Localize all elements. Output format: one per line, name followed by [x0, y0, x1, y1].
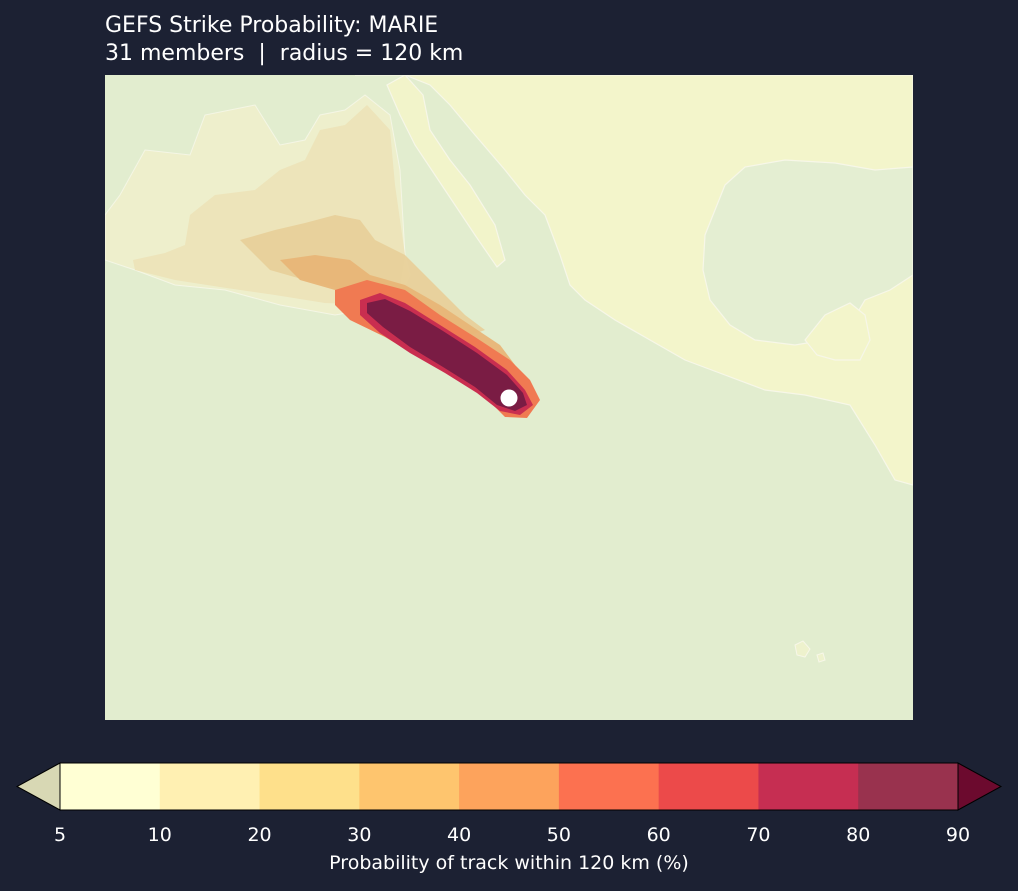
- colorbar-ticks: 5 10 20 30 40 50 60 70 80 90: [0, 824, 1018, 848]
- colorbar-tick-80: 80: [846, 824, 871, 846]
- colorbar-tick-5: 5: [53, 824, 67, 846]
- colorbar-frame: [59, 762, 959, 811]
- title-line-1: GEFS Strike Probability: MARIE: [105, 13, 439, 38]
- colorbar-tick-60: 60: [646, 824, 671, 846]
- colorbar-tick-20: 20: [247, 824, 272, 846]
- colorbar-tick-50: 50: [546, 824, 571, 846]
- colorbar-tick-70: 70: [746, 824, 771, 846]
- prob-contour-90: [367, 299, 527, 411]
- yucatan-peninsula: [804, 302, 871, 361]
- colorbar-bin-5: [60, 763, 161, 810]
- chart-title: GEFS Strike Probability: MARIE 31 member…: [105, 12, 463, 68]
- colorbar-bin-40: [459, 763, 560, 810]
- colorbar-bin-60: [658, 763, 759, 810]
- colorbar-bin-30: [359, 763, 460, 810]
- baja-california-land: [386, 75, 506, 268]
- colorbar-bin-20: [259, 763, 360, 810]
- colorbar-tick-30: 30: [347, 824, 372, 846]
- colorbar-under-extension: [15, 762, 61, 811]
- colorbar-bin-10: [159, 763, 261, 810]
- title-line-2: 31 members | radius = 120 km: [105, 41, 464, 66]
- colorbar-tick-40: 40: [447, 824, 472, 846]
- colorbar-over-extension: [957, 762, 1003, 811]
- colorbar-tick-10: 10: [147, 824, 172, 846]
- colorbar-bin-80: [858, 763, 959, 810]
- colorbar-label: Probability of track within 120 km (%): [329, 852, 689, 874]
- colorbar-bin-70: [758, 763, 859, 810]
- colorbar-bin-50: [558, 763, 660, 810]
- storm-position-marker: [500, 389, 518, 407]
- colorbar-tick-90: 90: [945, 824, 971, 846]
- probability-map: [105, 75, 913, 720]
- colorbar: [15, 762, 1003, 811]
- revillagigedo-islands: [794, 640, 826, 663]
